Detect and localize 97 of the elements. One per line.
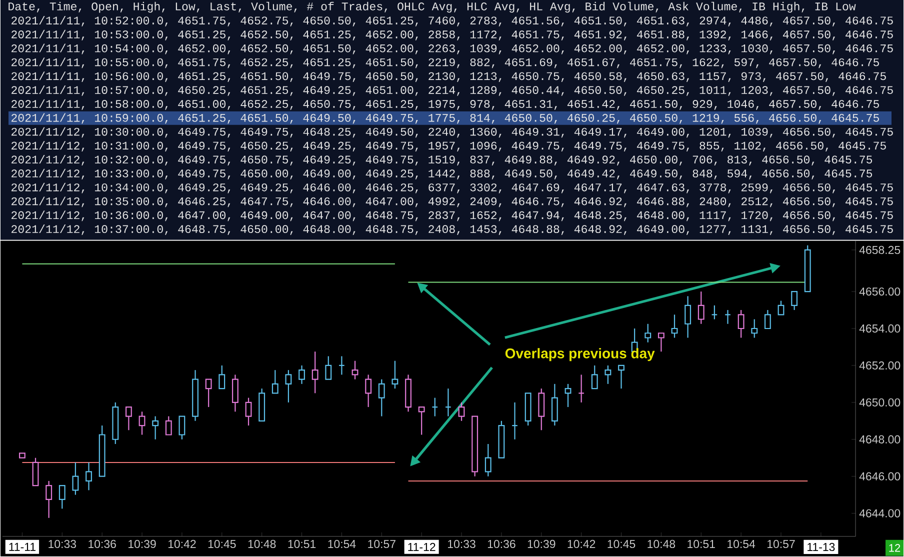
text: 2021/11/11, 10:55:00.0, 4651.75, 4652.25, 4651.25, 4651.50, 2219, 882, 4651.69, 4651.67, 4651.75, 1622, 597, 4657.50, 4646.75 <box>12 57 879 68</box>
x-tick-label: 10:42 <box>568 540 596 548</box>
candlestick <box>378 378 385 417</box>
y-tick-label: 4658.25 <box>859 246 900 254</box>
candlestick <box>618 364 624 389</box>
x-tick-label: 10:48 <box>248 540 276 548</box>
candlestick <box>232 374 238 412</box>
text: Date, Time, Open, High, Low, Last, Volume, # of Trades, OHLC Avg, HLC Avg, HL Avg, Bid Volume, Ask Volume, IB High, IB Low <box>8 2 856 13</box>
candlestick <box>564 383 572 408</box>
candlestick <box>178 416 186 440</box>
candlestick <box>778 300 784 316</box>
text: 2021/11/11, 10:56:00.0, 4651.25, 4651.50, 4649.75, 4650.50, 2130, 1213, 4650.75, 4650.58, 4650.63, 1157, 973, 4657.50, 4646.75 <box>12 71 886 82</box>
x-tick-label: 10:39 <box>128 540 156 548</box>
candlestick <box>604 364 612 384</box>
candlestick <box>46 480 52 518</box>
text: 2021/11/12, 10:31:00.0, 4649.75, 4650.25, 4649.25, 4649.75, 1957, 1096, 4649.75, 4649.75, 4649.75, 855, 1102, 4656.50, 4645.75 <box>12 140 886 152</box>
x-tick-label: 10:57 <box>368 540 396 548</box>
candlestick <box>285 369 292 403</box>
candlestick <box>751 318 758 338</box>
candlestick <box>671 314 678 338</box>
x-tick-label: 10:33 <box>448 540 476 548</box>
candlestick <box>458 402 465 422</box>
candlestick <box>644 323 652 343</box>
x-tick-label: 10:51 <box>688 540 715 548</box>
text: 2021/11/11, 10:52:00.0, 4651.75, 4652.75, 4650.50, 4651.25, 7460, 2783, 4651.56, 4651.50, 4651.63, 2974, 4486, 4657.50, 4646.75 <box>12 16 893 26</box>
candlestick <box>365 374 372 408</box>
candlestick <box>325 355 332 380</box>
candlestick <box>58 484 66 510</box>
candlestick <box>791 290 798 310</box>
x-tick-label: 10:57 <box>768 540 795 548</box>
candlestick <box>338 355 345 376</box>
candlestick <box>138 410 146 436</box>
text: 12 <box>889 544 900 552</box>
x-tick-label: 10:48 <box>648 540 676 548</box>
text: 2021/11/12, 10:35:00.0, 4646.25, 4647.75, 4646.00, 4647.00, 4992, 2409, 4646.75, 4646.92, 4646.88, 2480, 2512, 4656.50, 4645.75 <box>12 196 893 207</box>
x-tick-label: 10:39 <box>528 540 556 548</box>
y-tick-label: 4650.00 <box>859 398 900 406</box>
text: 2021/11/11, 10:57:00.0, 4650.25, 4651.25, 4649.25, 4651.00, 2214, 1289, 4650.44, 4650.50, 4650.25, 1011, 1203, 4657.50, 4646.75 <box>12 85 893 96</box>
candlestick <box>298 364 305 384</box>
candlestick <box>86 462 92 491</box>
candlestick <box>245 397 252 426</box>
candlestick <box>32 457 39 486</box>
candlestick <box>418 406 425 436</box>
y-tick-label: 4646.00 <box>859 472 900 480</box>
x-tick-label: 10:54 <box>728 540 756 548</box>
candlestick <box>512 402 518 440</box>
candlestick <box>352 360 358 380</box>
text: 2021/11/11, 10:59:00.0, 4651.25, 4651.50, 4649.50, 4649.75, 1775, 814, 4650.50, 4650.25, 4650.50, 1219, 556, 4656.50, 4645.75 <box>12 113 879 124</box>
candlestick <box>684 295 692 338</box>
x-tick-label: 10:45 <box>608 540 636 548</box>
text: 2021/11/12, 10:36:00.0, 4647.00, 4649.00, 4647.00, 4648.75, 2837, 1652, 4647.94, 4648.25, 4648.00, 1117, 1720, 4656.50, 4645.75 <box>12 210 893 221</box>
candlestick <box>724 309 731 324</box>
candlestick <box>432 397 438 417</box>
candlestick <box>312 350 318 394</box>
x-tick-label: 10:33 <box>48 540 76 548</box>
text: 2021/11/11, 10:53:00.0, 4651.25, 4652.50, 4651.25, 4652.00, 2858, 1172, 4651.75, 4651.92, 4651.88, 1392, 1466, 4657.50, 4646.75 <box>12 30 893 40</box>
candlestick <box>218 364 226 389</box>
text: 2021/11/11, 10:58:00.0, 4651.00, 4652.25, 4650.75, 4651.25, 1975, 978, 4651.31, 4651.42, 4651.50, 929, 1046, 4657.50, 4646.75 <box>12 99 879 110</box>
x-tick-label: 10:54 <box>328 540 356 548</box>
y-tick-label: 4652.00 <box>859 361 900 370</box>
x-tick-label: 11-12 <box>408 542 436 551</box>
candlestick <box>392 360 398 389</box>
text: 2021/11/12, 10:37:00.0, 4648.75, 4650.00, 4648.00, 4648.75, 2408, 1453, 4648.88, 4648.92, 4649.00, 1277, 1131, 4656.50, 4645.75 <box>12 224 893 235</box>
x-tick-label: 11-11 <box>9 542 36 551</box>
text: 2021/11/12, 10:34:00.0, 4649.25, 4649.25, 4646.00, 4646.25, 6377, 3302, 4647.69, 4647.17, 4647.63, 3778, 2599, 4656.50, 4645.75 <box>12 182 893 194</box>
candlestick <box>711 304 718 320</box>
x-tick-label: 10:36 <box>488 540 516 548</box>
x-tick-label: 10:36 <box>88 540 116 548</box>
candlestick <box>72 462 79 496</box>
x-tick-label: 10:45 <box>208 540 236 548</box>
candlestick <box>205 378 212 408</box>
annotation: Overlaps previous day <box>505 348 655 361</box>
x-tick-label: 11-13 <box>808 542 835 551</box>
candlestick <box>538 388 545 430</box>
text: 2021/11/12, 10:33:00.0, 4649.75, 4650.00, 4649.00, 4649.25, 1442, 888, 4649.50, 4649.42, 4649.50, 848, 594, 4656.50, 4645.75 <box>12 168 872 180</box>
candlestick <box>272 369 278 394</box>
candlestick <box>658 332 664 352</box>
candlestick <box>444 388 452 417</box>
y-tick-label: 4654.00 <box>859 324 900 332</box>
y-tick-label: 4644.00 <box>859 509 900 518</box>
candlestick <box>551 383 558 426</box>
candlestick <box>165 416 172 436</box>
candlestick <box>698 290 704 324</box>
y-tick-label: 4648.00 <box>859 435 900 444</box>
y-tick-label: 4656.00 <box>859 287 900 296</box>
candlestick <box>484 443 492 477</box>
candlestick <box>738 309 744 338</box>
text: 2021/11/11, 10:54:00.0, 4652.00, 4652.50, 4651.50, 4652.00, 2263, 1039, 4652.00, 4652.00, 4652.00, 1233, 1030, 4657.50, 4646.75 <box>12 44 893 54</box>
x-tick-label: 10:51 <box>288 540 316 548</box>
candlestick <box>591 364 598 389</box>
text: 2021/11/12, 10:32:00.0, 4649.75, 4650.75, 4649.25, 4649.75, 1519, 837, 4649.88, 4649.92, 4650.00, 706, 813, 4656.50, 4645.75 <box>12 154 872 166</box>
candlestick <box>764 309 771 329</box>
candlestick <box>152 416 159 440</box>
text: 2021/11/12, 10:30:00.0, 4649.75, 4649.75, 4648.25, 4649.50, 2240, 1360, 4649.31, 4649.17, 4649.00, 1201, 1039, 4656.50, 4645.75 <box>12 127 893 138</box>
x-tick-label: 10:42 <box>168 540 196 548</box>
candlestick <box>578 374 585 403</box>
candlestick <box>125 406 132 430</box>
